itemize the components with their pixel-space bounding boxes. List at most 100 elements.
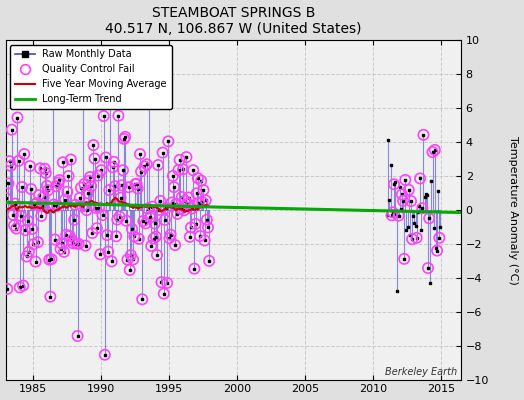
Point <box>25 249 33 255</box>
Point <box>58 240 66 247</box>
Point <box>133 180 141 187</box>
Point <box>102 154 110 161</box>
Point <box>57 246 65 252</box>
Point <box>71 202 80 208</box>
Point <box>78 203 86 210</box>
Point <box>204 224 212 231</box>
Point <box>126 267 134 273</box>
Point <box>59 159 67 166</box>
Point <box>26 163 34 169</box>
Point <box>108 164 117 170</box>
Point <box>17 213 25 219</box>
Point <box>131 181 139 187</box>
Point <box>95 204 103 211</box>
Point <box>50 201 58 208</box>
Point <box>146 214 155 221</box>
Point <box>129 256 137 263</box>
Point <box>157 279 166 285</box>
Point <box>202 197 210 204</box>
Point <box>39 194 48 200</box>
Point <box>200 237 209 244</box>
Point <box>86 174 94 180</box>
Point <box>69 240 77 246</box>
Point <box>189 167 198 174</box>
Point <box>19 282 27 289</box>
Point <box>148 204 157 210</box>
Point <box>149 235 158 242</box>
Point <box>97 167 105 174</box>
Point <box>85 178 93 184</box>
Point <box>81 242 90 249</box>
Point <box>143 161 151 168</box>
Point <box>46 294 54 300</box>
Point <box>401 177 410 183</box>
Point <box>167 232 175 238</box>
Point <box>51 236 59 243</box>
Point <box>18 184 26 190</box>
Point <box>163 280 171 286</box>
Point <box>128 226 136 232</box>
Text: Berkeley Earth: Berkeley Earth <box>385 367 457 377</box>
Point <box>61 196 69 203</box>
Point <box>153 252 161 258</box>
Point <box>79 91 88 97</box>
Point <box>4 180 13 187</box>
Point <box>64 173 73 179</box>
Point <box>412 234 421 241</box>
Point <box>158 149 167 156</box>
Point <box>139 218 148 224</box>
Point <box>2 195 10 202</box>
Point <box>187 224 195 231</box>
Point <box>171 242 179 248</box>
Point <box>147 243 156 249</box>
Point <box>127 252 135 258</box>
Point <box>12 226 20 232</box>
Point <box>154 162 162 168</box>
Point <box>35 192 43 198</box>
Point <box>75 195 84 201</box>
Point <box>162 205 170 211</box>
Point <box>29 241 38 248</box>
Point <box>104 248 112 255</box>
Point <box>110 159 118 165</box>
Point <box>107 258 116 265</box>
Point <box>16 284 24 291</box>
Point <box>111 183 119 189</box>
Point <box>424 265 432 271</box>
Point <box>389 209 397 216</box>
Point <box>89 142 97 148</box>
Point <box>408 236 416 242</box>
Point <box>205 258 213 264</box>
Point <box>130 233 138 240</box>
Point <box>198 199 206 206</box>
Point <box>113 216 122 223</box>
Point <box>105 187 114 193</box>
Point <box>68 237 76 244</box>
Point <box>172 200 180 207</box>
Point <box>31 258 40 265</box>
Point <box>120 136 128 142</box>
Point <box>170 184 178 190</box>
Point <box>181 198 190 204</box>
Point <box>116 194 125 201</box>
Point <box>405 187 413 193</box>
Point <box>179 166 187 172</box>
Point <box>40 166 49 172</box>
Point <box>55 177 63 183</box>
Point <box>44 187 52 193</box>
Point <box>117 182 126 188</box>
Point <box>193 175 202 181</box>
Point <box>188 205 196 212</box>
Point <box>11 200 19 207</box>
Point <box>103 232 111 238</box>
Point <box>100 113 108 119</box>
Point <box>20 151 28 157</box>
Point <box>9 212 17 218</box>
Point <box>60 249 68 255</box>
Point <box>425 215 433 222</box>
Point <box>93 225 101 231</box>
Point <box>47 256 56 262</box>
Point <box>84 190 92 196</box>
Point <box>155 206 163 213</box>
Point <box>433 247 441 254</box>
